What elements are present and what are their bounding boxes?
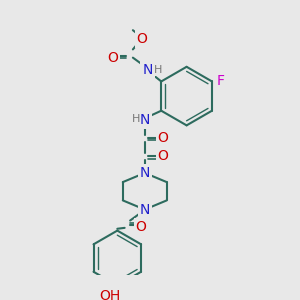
Text: O: O	[158, 149, 169, 164]
Text: H: H	[153, 64, 162, 74]
Text: N: N	[142, 64, 153, 77]
Text: N: N	[140, 166, 150, 180]
Text: O: O	[136, 220, 146, 234]
Text: N: N	[140, 113, 150, 127]
Text: N: N	[140, 202, 150, 217]
Text: O: O	[136, 32, 148, 46]
Text: H: H	[131, 114, 140, 124]
Text: F: F	[217, 74, 225, 88]
Text: O: O	[107, 51, 118, 64]
Text: O: O	[158, 131, 169, 145]
Text: OH: OH	[99, 290, 121, 300]
